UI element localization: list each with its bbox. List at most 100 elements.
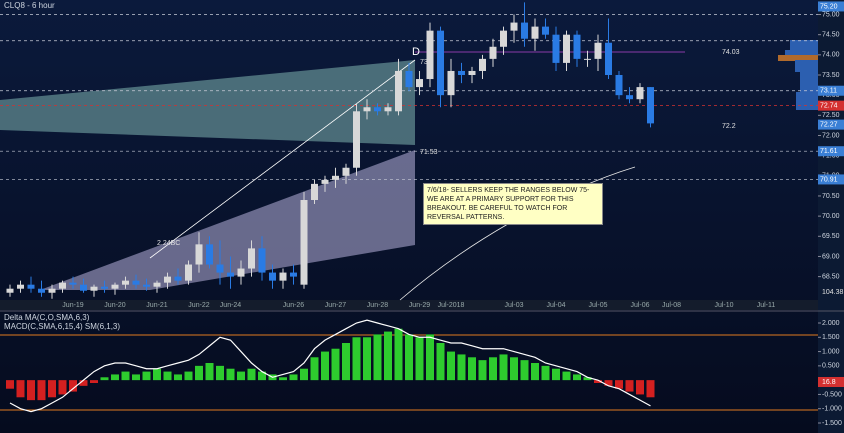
y-tick-label: -0.500	[822, 391, 842, 398]
histogram-bar	[646, 380, 655, 398]
price-marker-label: 71.61	[820, 148, 838, 155]
annotation: 71.53	[420, 149, 438, 156]
histogram-bar	[289, 374, 298, 381]
histogram-bar	[16, 380, 25, 398]
candle-body	[468, 70, 476, 75]
price-marker-label: 72.27	[820, 121, 838, 128]
annotation: D	[412, 46, 420, 58]
histogram-bar	[426, 334, 434, 381]
candle-body	[584, 58, 591, 60]
histogram-bar	[615, 380, 623, 389]
histogram-bar	[499, 354, 508, 381]
candle-body	[615, 75, 623, 96]
candle-body	[185, 264, 192, 281]
candle-body	[132, 280, 140, 285]
x-tick-label: Jul-10	[714, 302, 733, 309]
histogram-bar	[604, 380, 613, 386]
histogram-bar	[258, 371, 266, 381]
histogram-bar	[489, 357, 497, 381]
note: 7/6/18- SELLERS KEEP THE RANGES BELOW 75…	[423, 183, 603, 225]
channel-upper	[0, 60, 415, 145]
histogram-bar	[79, 380, 88, 386]
histogram-bar	[520, 360, 529, 381]
panel-title: Delta MA(C,O,SMA,6,3)	[4, 313, 90, 322]
histogram-bar	[100, 377, 109, 381]
histogram-bar	[37, 380, 46, 401]
histogram-bar	[174, 374, 182, 381]
candle-body	[500, 30, 507, 47]
candle-body	[489, 46, 497, 59]
candle-body	[153, 282, 161, 287]
y-tick-label: 69.50	[822, 233, 840, 240]
x-tick-label: Jun-19	[62, 302, 84, 309]
candle-body	[27, 284, 35, 289]
histogram-bar	[205, 363, 214, 381]
candle-body	[311, 183, 318, 200]
histogram-bar	[342, 343, 350, 381]
histogram-bar	[237, 371, 245, 381]
price-marker	[818, 119, 844, 130]
candle-body	[300, 200, 308, 285]
candle-body	[237, 268, 245, 277]
macd-line	[9, 319, 651, 413]
candle-body	[626, 95, 633, 100]
y-tick-label: 75.00	[822, 11, 840, 18]
y-tick-label: 74.50	[822, 32, 840, 39]
x-tick-label: Jun-24	[220, 302, 242, 309]
y-tick-label: 72.50	[822, 112, 840, 119]
histogram-bar	[216, 365, 224, 381]
histogram-bar	[226, 368, 235, 381]
y-tick-label: 72.00	[822, 132, 840, 139]
x-tick-label: Jun-20	[104, 302, 126, 309]
histogram-bar	[90, 380, 98, 383]
histogram-bar	[478, 360, 487, 381]
histogram-bar	[625, 380, 634, 392]
candle-body	[447, 70, 455, 96]
histogram-bar	[121, 371, 130, 381]
histogram-bar	[279, 377, 287, 381]
annotation: 104.38	[822, 289, 844, 296]
histogram-bar	[415, 337, 424, 381]
candle-body	[510, 22, 518, 31]
candle-body	[573, 34, 581, 59]
histogram-bar	[153, 368, 161, 381]
candle-body	[374, 107, 381, 112]
candle-body	[101, 286, 108, 289]
candle-body	[594, 42, 602, 59]
histogram-bar	[394, 328, 403, 381]
candle-body	[353, 111, 360, 168]
candle-body	[395, 70, 402, 112]
y-tick-label: 74.00	[822, 52, 840, 59]
candle-body	[479, 58, 486, 71]
histogram-bar	[69, 380, 77, 392]
x-tick-label: Jun-22	[188, 302, 210, 309]
histogram-bar	[636, 380, 644, 395]
histogram-bar	[531, 363, 539, 381]
histogram-bar	[48, 380, 56, 398]
candle-body	[258, 248, 266, 273]
candle-body	[17, 284, 24, 289]
histogram-bar	[510, 357, 518, 381]
candle-body	[332, 175, 339, 180]
histogram-bar	[405, 334, 413, 381]
candle-body	[458, 70, 465, 75]
histogram-bar	[436, 343, 445, 381]
candle-body	[164, 276, 171, 283]
candle-body	[542, 26, 549, 35]
histogram-bar	[573, 374, 581, 381]
candle-body	[416, 79, 423, 88]
candle-body	[195, 244, 203, 265]
price-marker-label: 72.74	[820, 102, 838, 109]
annotation: 74.03	[722, 49, 740, 56]
candle-body	[521, 22, 528, 39]
x-tick-label: Jun-26	[283, 302, 305, 309]
price-marker	[818, 85, 844, 96]
candle-body	[384, 107, 392, 112]
candle-body	[6, 288, 14, 293]
histogram-bar	[363, 337, 371, 381]
value-marker	[818, 377, 844, 387]
y-tick-label: 68.50	[822, 273, 840, 280]
candle-body	[342, 167, 350, 176]
histogram-bar	[321, 351, 329, 381]
